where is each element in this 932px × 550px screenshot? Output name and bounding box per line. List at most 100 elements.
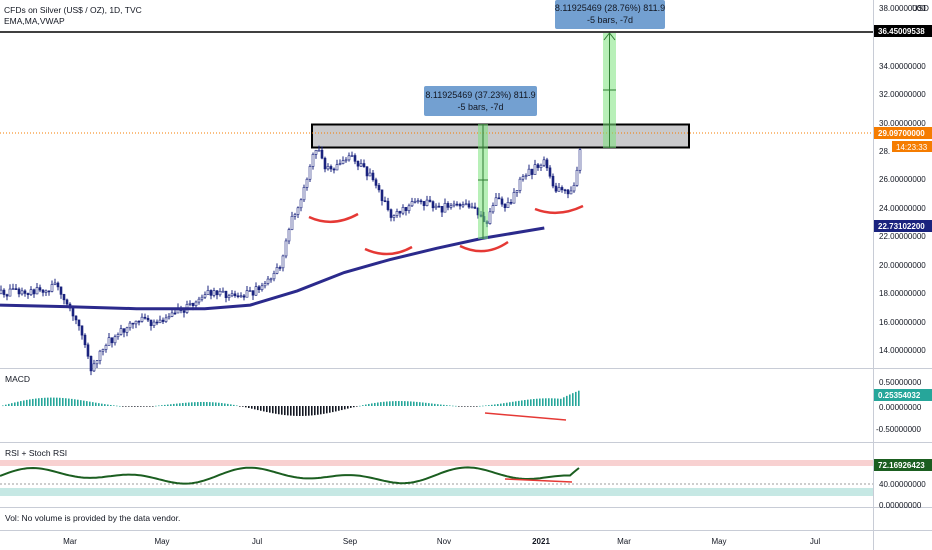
candle [437, 202, 441, 208]
candle [314, 149, 318, 159]
candle [503, 203, 507, 212]
target-price-value: 36.45009538 [878, 27, 925, 36]
candle [56, 281, 60, 291]
rsi-axis[interactable]: 72.16926423 40.00000000 0.00000000 [874, 459, 932, 510]
time-tick: 2021 [532, 537, 550, 546]
candle [362, 159, 366, 168]
macd-bar [119, 405, 121, 407]
candle [365, 166, 369, 181]
macd-bar [479, 405, 481, 407]
moving-average-line[interactable] [0, 226, 545, 311]
candle [320, 146, 324, 160]
macd-bar [8, 403, 10, 406]
candle [59, 286, 63, 299]
last-price-badge [874, 127, 932, 139]
measurement-band-1[interactable] [478, 124, 488, 239]
macd-bar [257, 406, 259, 411]
candle [368, 168, 372, 177]
rsi-line[interactable] [0, 466, 580, 485]
macd-bar [431, 403, 433, 406]
annotation-arc-left-shoulder[interactable] [308, 212, 359, 223]
macd-bar [260, 406, 262, 411]
rsi-value: 72.16926423 [878, 461, 925, 470]
macd-bar [542, 398, 544, 406]
macd-bar [311, 406, 313, 416]
candle [206, 285, 210, 296]
candle [32, 288, 36, 298]
macd-bar [143, 406, 145, 407]
measurement-callout-2[interactable]: 8.11925469 (28.76%) 811.9 -5 bars, -7d [555, 0, 665, 29]
macd-bar [290, 406, 292, 416]
price-tick: 26.00000000 [879, 175, 926, 184]
macd-tick: 0.50000000 [879, 378, 922, 387]
candle [308, 164, 312, 182]
macd-bar [146, 406, 148, 407]
candle [542, 156, 546, 167]
macd-bar [476, 406, 478, 407]
candle [290, 211, 294, 231]
candle [155, 319, 159, 326]
macd-bar [47, 397, 49, 406]
macd-bar [386, 401, 388, 406]
candle [569, 186, 573, 195]
macd-bar [191, 402, 193, 406]
candle [539, 163, 543, 172]
time-tick: Mar [63, 537, 77, 546]
price-axis[interactable]: 38.00000000 USD 34.00000000 32.00000000 … [874, 4, 932, 355]
time-tick: Jul [810, 537, 820, 546]
candle [8, 284, 12, 297]
macd-bar [569, 394, 571, 406]
volume-note: Vol: No volume is provided by the data v… [5, 513, 180, 523]
rsi-divergence-line[interactable] [504, 478, 573, 483]
macd-bar [425, 402, 427, 406]
macd-bar [248, 406, 250, 409]
price-tick: 20.00000000 [879, 261, 926, 270]
candle [161, 317, 165, 324]
macd-bar [92, 402, 94, 406]
measurement-text: 8.11925469 (37.23%) 811.9 [425, 90, 535, 100]
candle [107, 333, 111, 346]
indicator-list: EMA,MA,VWAP [4, 16, 65, 26]
macd-bar [284, 406, 286, 416]
measurement-callout-1[interactable]: 8.11925469 (37.23%) 811.9 -5 bars, -7d [424, 86, 537, 116]
macd-bar [398, 401, 400, 406]
macd-bar [200, 401, 202, 406]
macd-bar [497, 404, 499, 406]
macd-bar [473, 406, 475, 407]
macd-bar [509, 402, 511, 406]
annotation-arc-head-left[interactable] [364, 245, 413, 256]
macd-bar [392, 401, 394, 406]
candle [356, 160, 360, 171]
candle [71, 307, 75, 321]
macd-divergence-line[interactable] [484, 412, 567, 421]
annotation-arc-right-shoulder[interactable] [534, 204, 584, 215]
macd-axis[interactable]: 0.50000000 0.25354032 0.00000000 -0.5000… [874, 378, 932, 434]
macd-bar [278, 406, 280, 415]
candle [257, 285, 261, 294]
candle [11, 283, 15, 290]
macd-bar [395, 401, 397, 406]
measurement-band-2[interactable] [603, 32, 616, 148]
candle [173, 309, 177, 315]
candle [317, 145, 321, 152]
macd-bar [212, 402, 214, 406]
candle [86, 342, 90, 360]
resistance-zone[interactable] [311, 123, 690, 149]
candle [515, 189, 519, 197]
macd-bar [221, 403, 223, 406]
macd-bar [281, 406, 283, 415]
macd-bar [371, 403, 373, 406]
candle [446, 201, 450, 211]
candle [470, 202, 474, 209]
candle [545, 157, 549, 171]
macd-bar [545, 398, 547, 406]
time-axis[interactable]: Mar May Jul Sep Nov 2021 Mar May Jul [63, 537, 820, 546]
macd-bar [104, 404, 106, 406]
macd-bar [506, 402, 508, 406]
time-tick: Sep [343, 537, 358, 546]
macd-bar [110, 404, 112, 406]
target-price-badge [874, 25, 932, 37]
annotation-arc-head-right[interactable] [459, 240, 509, 253]
candle [311, 152, 315, 170]
